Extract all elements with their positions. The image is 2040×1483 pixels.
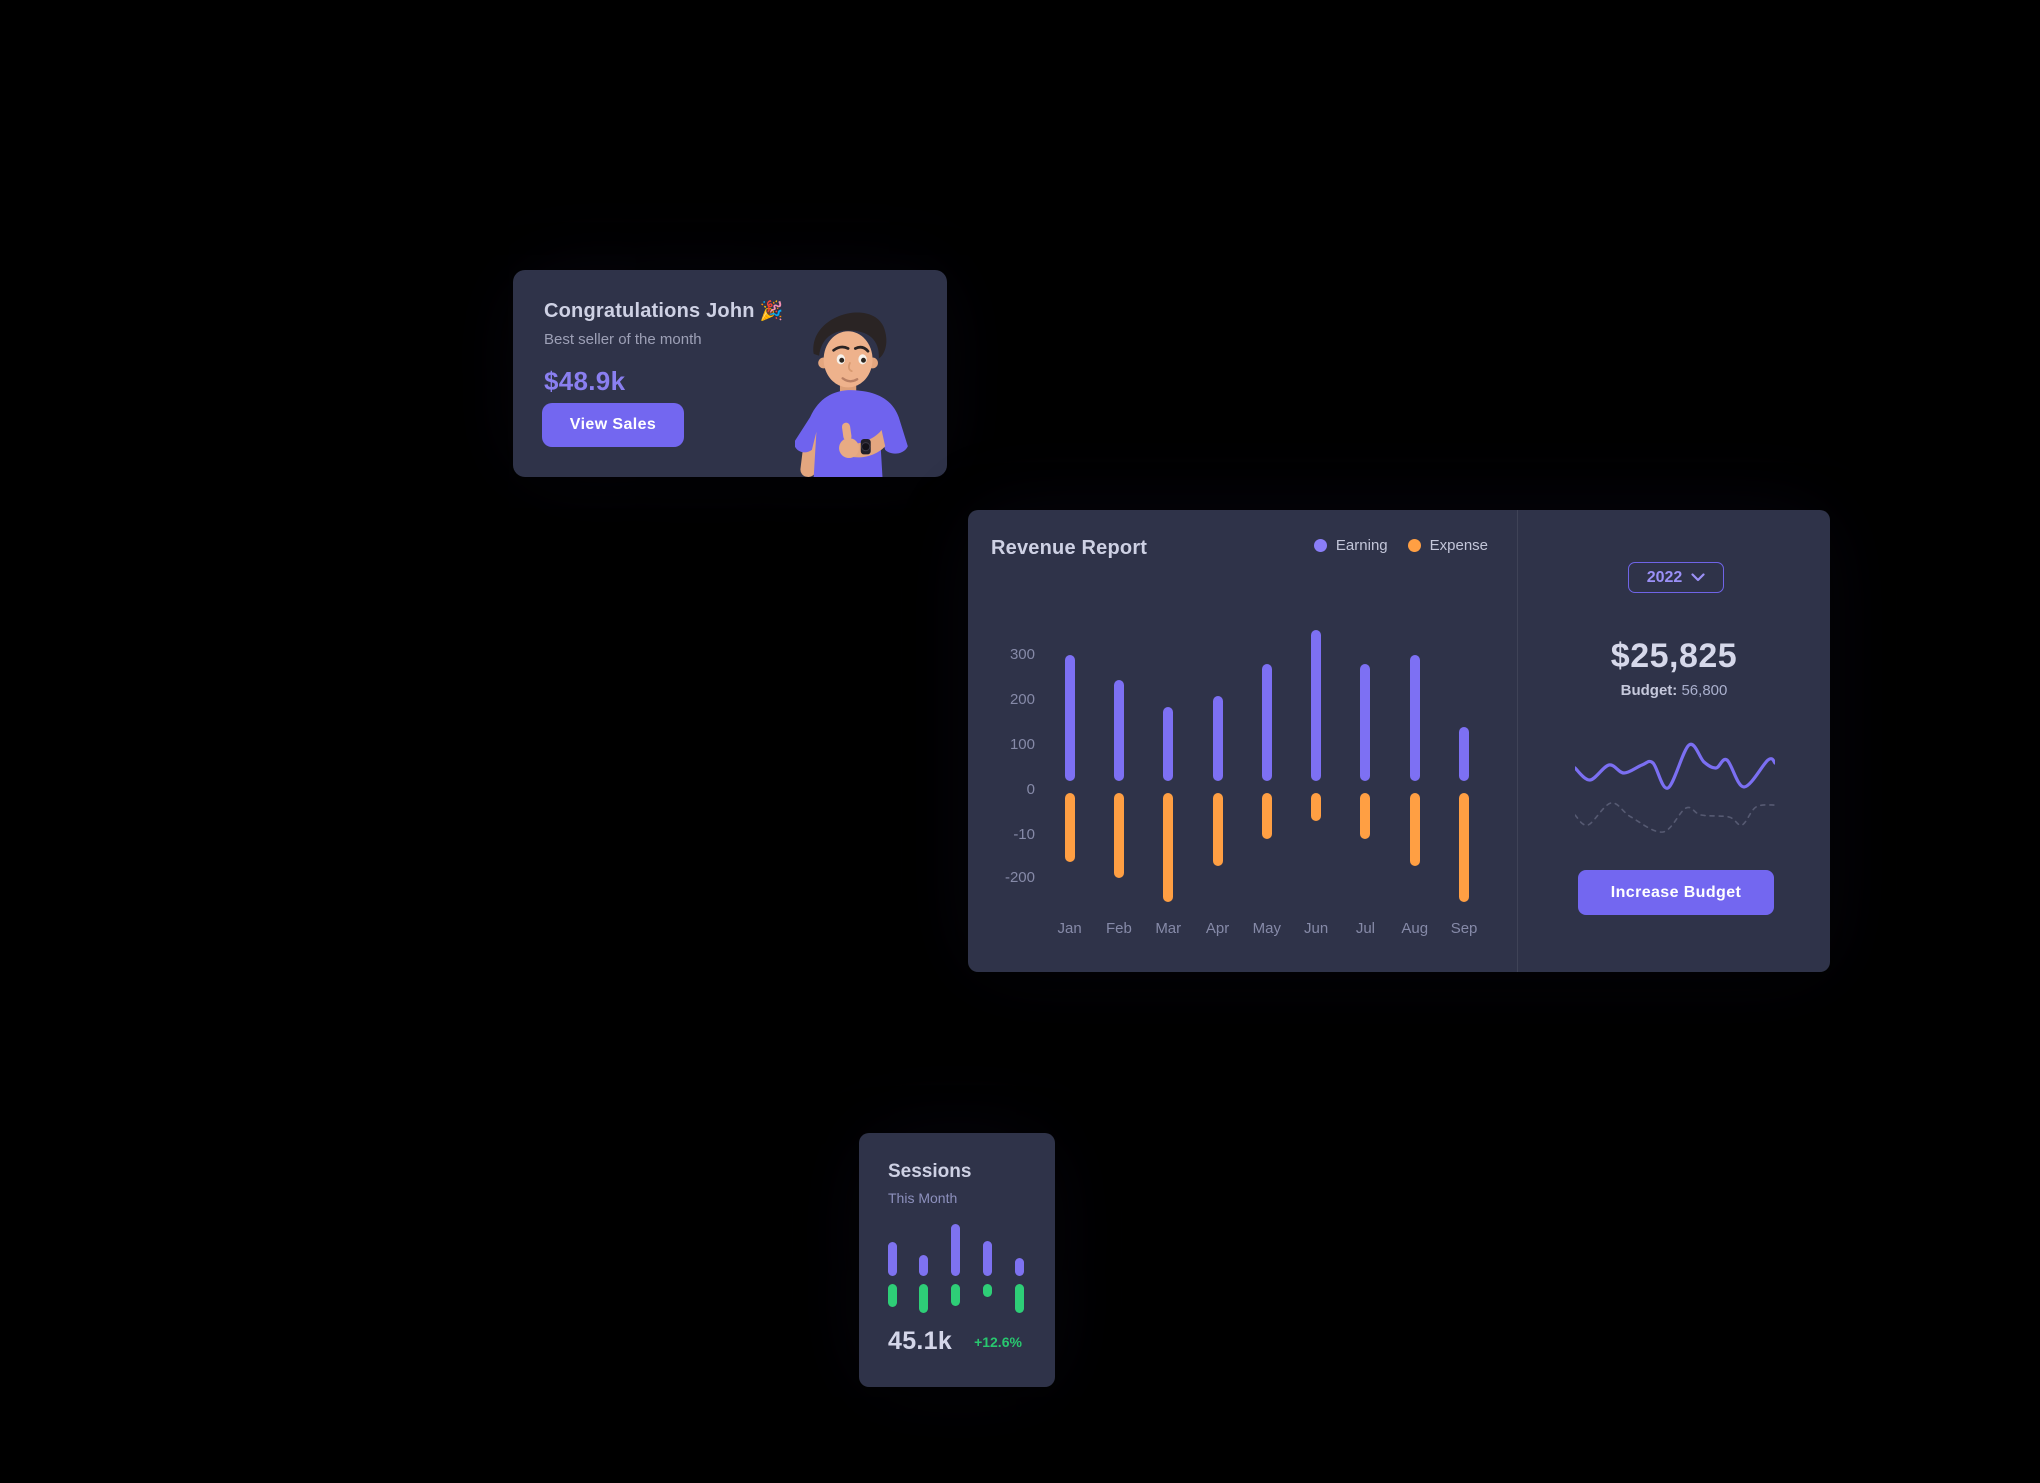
expense-bar — [1113, 793, 1124, 878]
session-bar-up — [951, 1224, 961, 1276]
session-bar-up — [919, 1255, 929, 1276]
session-bar-up — [1014, 1258, 1024, 1276]
earning-dot-icon — [1313, 539, 1327, 552]
sessions-title: Sessions — [888, 1161, 972, 1182]
sessions-value: 45.1k — [888, 1327, 953, 1355]
y-axis-label: 200 — [1009, 691, 1035, 708]
year-select-value: 2022 — [1646, 568, 1683, 586]
revenue-chart-section: Revenue Report Earning Expense 300 200 100… — [968, 510, 1517, 972]
legend-item-expense[interactable]: Expense — [1407, 537, 1488, 554]
x-axis-label: Apr — [1205, 920, 1230, 937]
year-select[interactable]: 2022 — [1628, 562, 1724, 593]
budget-total: $25,825 — [1610, 637, 1738, 675]
y-axis-label: -200 — [1004, 868, 1035, 886]
revenue-title: Revenue Report — [991, 537, 1148, 559]
x-axis-label: Jul — [1355, 920, 1376, 937]
session-bar-up — [982, 1241, 992, 1276]
congratulations-card: Congratulations John 🎉 Best seller of the… — [513, 270, 947, 477]
earning-bar — [1064, 655, 1075, 781]
panel-divider — [1517, 510, 1518, 972]
revenue-report-card: Revenue Report Earning Expense 300 200 100… — [968, 510, 1830, 972]
earning-bar — [1163, 706, 1174, 781]
congrats-amount: $48.9k — [544, 366, 626, 396]
earning-bar — [1459, 727, 1470, 781]
congrats-title-text: Congratulations John — [544, 300, 755, 322]
expense-bar — [1311, 793, 1322, 822]
expense-bar — [1163, 793, 1174, 903]
expense-bar — [1360, 793, 1371, 840]
last-budget-line — [1575, 802, 1775, 833]
expense-bar — [1064, 793, 1075, 862]
expense-bar — [1459, 793, 1470, 903]
earning-bar — [1311, 630, 1322, 781]
x-axis-label: Jun — [1304, 920, 1329, 937]
earning-bar — [1409, 655, 1420, 781]
current-budget-line — [1575, 742, 1775, 790]
legend-item-earning[interactable]: Earning — [1313, 537, 1388, 554]
earning-bar — [1113, 679, 1124, 781]
congrats-title: Congratulations John 🎉 — [544, 299, 784, 323]
chart-legend: Earning Expense — [1313, 537, 1488, 554]
x-axis-label: Sep — [1450, 920, 1478, 937]
expense-bar — [1212, 793, 1223, 867]
y-axis-label: 100 — [1009, 736, 1035, 753]
earning-bar — [1212, 695, 1223, 781]
budget-sparkline — [1575, 742, 1775, 833]
congrats-subtitle: Best seller of the month — [544, 331, 702, 348]
sessions-card: Sessions This Month 45.1k +12.6% — [859, 1133, 1055, 1387]
legend-label-earning: Earning — [1335, 537, 1388, 554]
party-popper-emoji: 🎉 — [759, 301, 784, 322]
session-bar-down — [919, 1284, 929, 1313]
seller-illustration — [795, 312, 908, 477]
session-bar-down — [951, 1284, 961, 1306]
session-bar-up — [887, 1242, 897, 1276]
sessions-subtitle: This Month — [888, 1190, 958, 1206]
view-sales-button[interactable]: View Sales — [542, 403, 684, 447]
budget-label: Budget: — [1620, 682, 1678, 699]
expense-bar — [1261, 793, 1272, 840]
earning-bar — [1261, 664, 1272, 781]
x-axis-label: Aug — [1401, 920, 1429, 937]
y-axis-label: 0 — [1026, 781, 1035, 798]
expense-bar — [1409, 793, 1420, 867]
x-axis-label: Mar — [1155, 920, 1182, 937]
y-axis-label: 300 — [1009, 646, 1035, 663]
chevron-down-icon — [1691, 573, 1705, 582]
session-bar-down — [982, 1284, 992, 1297]
x-axis-label: Jan — [1057, 920, 1082, 937]
budget-line: Budget: 56,800 — [1518, 682, 1830, 699]
sessions-delta: +12.6% — [974, 1333, 1022, 1350]
sessions-mini-chart — [859, 1133, 1055, 1387]
earning-bar — [1360, 664, 1371, 781]
session-bar-down — [887, 1284, 897, 1307]
legend-label-expense: Expense — [1429, 537, 1488, 554]
session-bar-down — [1014, 1284, 1024, 1313]
sessions-footer: 45.1k +12.6% — [888, 1327, 1022, 1356]
y-axis-label: -10 — [1013, 826, 1035, 843]
revenue-bar-chart: 300 200 100 0 -10 -200 Jan Feb Mar Apr May Jun Jul Au… — [968, 510, 1517, 972]
x-axis-label: Feb — [1106, 920, 1132, 937]
budget-panel: 2022 $25,825 Budget: 56,800 Increase Bud… — [1518, 510, 1830, 972]
budget-value: 56,800 — [1681, 682, 1728, 699]
increase-budget-button[interactable]: Increase Budget — [1578, 870, 1774, 915]
x-axis-label: May — [1252, 920, 1281, 937]
expense-dot-icon — [1407, 539, 1421, 552]
